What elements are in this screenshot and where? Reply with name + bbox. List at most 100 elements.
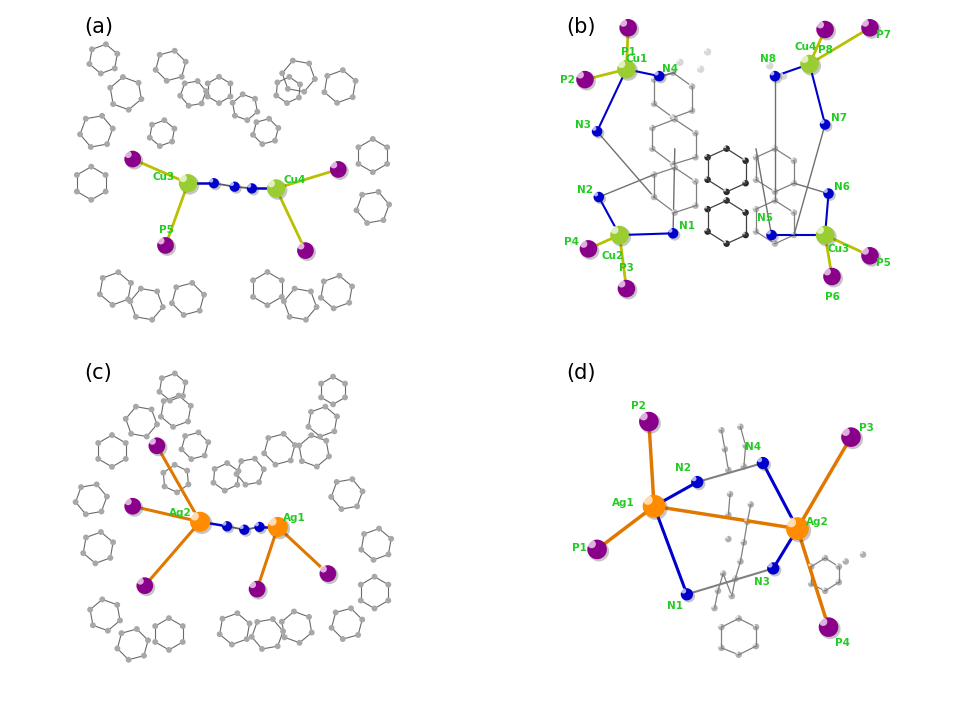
Point bbox=[245, 291, 261, 302]
Point bbox=[664, 66, 679, 77]
Point bbox=[855, 549, 871, 560]
Point bbox=[591, 128, 606, 139]
Point bbox=[619, 283, 634, 294]
Point bbox=[125, 501, 140, 512]
Point bbox=[767, 238, 782, 250]
Point bbox=[584, 539, 599, 550]
Point bbox=[121, 293, 136, 305]
Point bbox=[765, 68, 780, 79]
Point bbox=[817, 553, 833, 564]
Point bbox=[251, 477, 267, 488]
Point bbox=[762, 560, 777, 571]
Point bbox=[775, 70, 791, 82]
Point bbox=[167, 45, 183, 56]
Point bbox=[738, 155, 753, 166]
Point bbox=[748, 226, 764, 237]
Point bbox=[719, 186, 735, 197]
Point bbox=[160, 242, 175, 253]
Point bbox=[746, 224, 762, 235]
Point bbox=[728, 573, 743, 584]
Point bbox=[245, 129, 261, 140]
Point bbox=[245, 275, 261, 286]
Point bbox=[144, 404, 160, 415]
Point bbox=[576, 238, 592, 250]
Point bbox=[326, 159, 342, 171]
Point bbox=[736, 176, 751, 187]
Point bbox=[193, 516, 208, 527]
Point bbox=[350, 158, 366, 169]
Point bbox=[712, 640, 728, 651]
Point bbox=[237, 479, 253, 490]
Point bbox=[857, 18, 873, 29]
Point bbox=[836, 554, 851, 565]
Point bbox=[733, 421, 748, 432]
Point bbox=[164, 136, 180, 147]
Point bbox=[69, 169, 85, 180]
Point bbox=[804, 578, 819, 589]
Point bbox=[643, 141, 659, 152]
Text: P1: P1 bbox=[621, 47, 635, 57]
Point bbox=[249, 616, 265, 627]
Point bbox=[182, 179, 198, 190]
Point bbox=[746, 150, 762, 161]
Point bbox=[252, 521, 268, 532]
Point bbox=[350, 142, 366, 153]
Point bbox=[270, 123, 286, 134]
Point bbox=[128, 401, 144, 412]
Point bbox=[329, 411, 344, 422]
Point bbox=[376, 214, 391, 226]
Point bbox=[234, 521, 249, 532]
Point bbox=[264, 178, 279, 189]
Point bbox=[731, 613, 746, 624]
Point bbox=[126, 155, 142, 166]
Point bbox=[693, 63, 708, 75]
Point bbox=[356, 528, 372, 539]
Point bbox=[227, 181, 242, 192]
Point bbox=[379, 142, 395, 153]
Point bbox=[613, 231, 629, 243]
Point bbox=[812, 19, 828, 30]
Point bbox=[118, 413, 133, 424]
Point bbox=[826, 273, 842, 284]
Point bbox=[93, 527, 109, 538]
Point bbox=[265, 613, 280, 625]
Point bbox=[328, 607, 343, 618]
Point bbox=[721, 534, 737, 545]
Point bbox=[577, 74, 593, 85]
Text: N3: N3 bbox=[754, 577, 771, 587]
Point bbox=[767, 195, 782, 206]
Point bbox=[717, 185, 733, 196]
Point bbox=[274, 616, 290, 627]
Point bbox=[764, 229, 779, 240]
Point bbox=[317, 401, 333, 412]
Point bbox=[99, 138, 115, 149]
Point bbox=[731, 649, 746, 661]
Point bbox=[686, 473, 702, 484]
Point bbox=[269, 183, 284, 194]
Text: Cu4: Cu4 bbox=[795, 42, 817, 51]
Point bbox=[348, 204, 364, 216]
Point bbox=[652, 70, 667, 82]
Point bbox=[829, 559, 845, 570]
Point bbox=[581, 243, 596, 255]
Point bbox=[167, 459, 183, 470]
Text: (c): (c) bbox=[85, 363, 112, 383]
Point bbox=[84, 161, 99, 172]
Point bbox=[312, 431, 328, 442]
Point bbox=[367, 603, 382, 614]
Point bbox=[719, 462, 735, 474]
Point bbox=[321, 450, 337, 462]
Point bbox=[304, 429, 319, 441]
Point bbox=[274, 291, 290, 302]
Point bbox=[804, 60, 819, 71]
Point bbox=[338, 392, 353, 403]
Point bbox=[190, 75, 205, 87]
Text: N4: N4 bbox=[662, 64, 677, 74]
Point bbox=[804, 561, 819, 572]
Point bbox=[380, 579, 396, 590]
Point bbox=[76, 548, 91, 559]
Point bbox=[731, 554, 746, 565]
Point bbox=[746, 202, 762, 213]
Point bbox=[335, 65, 350, 76]
Point bbox=[864, 24, 880, 35]
